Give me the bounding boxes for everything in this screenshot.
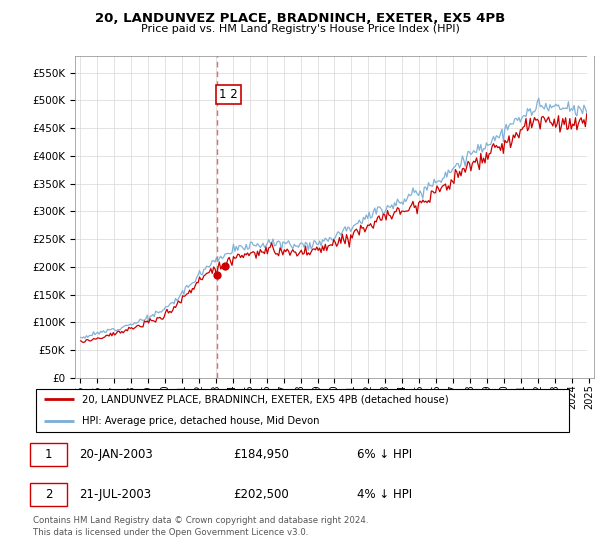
Text: £184,950: £184,950: [233, 447, 289, 461]
FancyBboxPatch shape: [30, 483, 67, 506]
Text: 6% ↓ HPI: 6% ↓ HPI: [357, 447, 412, 461]
Text: Contains HM Land Registry data © Crown copyright and database right 2024.
This d: Contains HM Land Registry data © Crown c…: [33, 516, 368, 537]
Text: £202,500: £202,500: [233, 488, 289, 501]
FancyBboxPatch shape: [36, 389, 569, 432]
FancyBboxPatch shape: [30, 442, 67, 466]
Text: 4% ↓ HPI: 4% ↓ HPI: [357, 488, 412, 501]
Text: 1 2: 1 2: [219, 88, 238, 101]
Text: 21-JUL-2003: 21-JUL-2003: [79, 488, 151, 501]
Text: 20, LANDUNVEZ PLACE, BRADNINCH, EXETER, EX5 4PB (detached house): 20, LANDUNVEZ PLACE, BRADNINCH, EXETER, …: [82, 394, 448, 404]
Bar: [587, 56, 596, 378]
Text: 20, LANDUNVEZ PLACE, BRADNINCH, EXETER, EX5 4PB: 20, LANDUNVEZ PLACE, BRADNINCH, EXETER, …: [95, 12, 505, 25]
Text: Price paid vs. HM Land Registry's House Price Index (HPI): Price paid vs. HM Land Registry's House …: [140, 24, 460, 34]
Text: 1: 1: [45, 447, 52, 461]
Text: 2: 2: [45, 488, 52, 501]
Bar: [587, 56, 596, 378]
Text: 20-JAN-2003: 20-JAN-2003: [79, 447, 152, 461]
Text: HPI: Average price, detached house, Mid Devon: HPI: Average price, detached house, Mid …: [82, 416, 319, 426]
